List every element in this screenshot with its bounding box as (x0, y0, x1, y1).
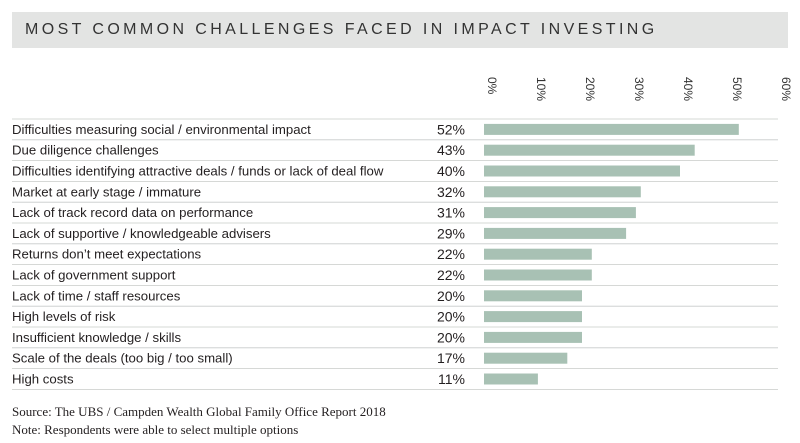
x-tick-label: 50% (730, 77, 744, 101)
category-label: High costs (12, 372, 74, 387)
x-axis-ticks: 0% 10% 20% 30% 40% 50% 60% (485, 77, 793, 101)
category-label: Returns don’t meet expectations (12, 247, 202, 262)
source-note: Source: The UBS / Campden Wealth Global … (12, 404, 386, 419)
x-tick-label: 40% (681, 77, 695, 101)
category-label: Market at early stage / immature (12, 184, 201, 199)
value-label: 22% (437, 267, 465, 283)
x-tick-label: 60% (779, 77, 793, 101)
category-label: Insufficient knowledge / skills (12, 330, 181, 345)
bar (484, 331, 582, 343)
x-tick-label: 30% (632, 77, 646, 101)
bar (484, 144, 695, 156)
value-label: 40% (437, 163, 465, 179)
x-tick-label: 0% (485, 77, 499, 95)
value-label: 31% (437, 205, 465, 221)
category-label: Lack of government support (12, 268, 176, 283)
bar (484, 269, 592, 281)
title-band: MOST COMMON CHALLENGES FACED IN IMPACT I… (12, 12, 788, 48)
bar (484, 352, 568, 364)
bar-chart: 0% 10% 20% 30% 40% 50% 60% Difficulties measur… (12, 77, 793, 390)
value-label: 11% (438, 371, 465, 387)
bar (484, 165, 680, 177)
value-label: 17% (437, 350, 465, 366)
value-label: 29% (437, 225, 465, 241)
x-tick-label: 10% (534, 77, 548, 101)
value-label: 43% (437, 142, 465, 158)
bar (484, 248, 592, 260)
value-label: 52% (437, 121, 465, 137)
category-label: Due diligence challenges (12, 143, 159, 158)
category-label: Difficulties measuring social / environm… (12, 122, 311, 137)
bar (484, 373, 538, 385)
bar (484, 186, 641, 198)
bar (484, 123, 739, 135)
value-label: 20% (437, 329, 465, 345)
bar (484, 207, 636, 219)
category-label: Scale of the deals (too big / too small) (12, 351, 233, 366)
bar (484, 227, 627, 239)
chart-rows: Difficulties measuring social / environm… (12, 118, 778, 390)
x-tick-label: 20% (583, 77, 597, 101)
footnote: Note: Respondents were able to select mu… (12, 422, 299, 437)
chart-title: MOST COMMON CHALLENGES FACED IN IMPACT I… (25, 21, 658, 38)
category-label: High levels of risk (12, 309, 116, 324)
value-label: 20% (437, 309, 465, 325)
category-label: Lack of time / staff resources (12, 288, 181, 303)
value-label: 32% (437, 184, 465, 200)
value-label: 22% (437, 246, 465, 262)
category-label: Difficulties identifying attractive deal… (12, 164, 384, 179)
category-label: Lack of supportive / knowledgeable advis… (12, 226, 271, 241)
bar (484, 290, 582, 302)
bar (484, 311, 582, 323)
value-label: 20% (437, 288, 465, 304)
category-label: Lack of track record data on performance (12, 205, 253, 220)
